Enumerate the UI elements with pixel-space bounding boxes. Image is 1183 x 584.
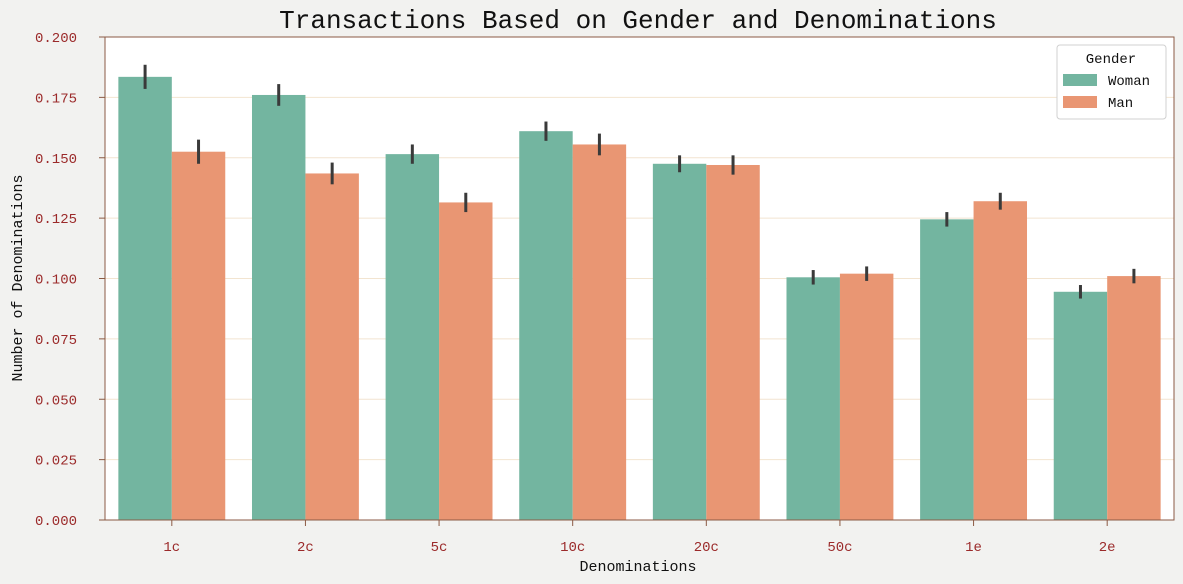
bar-man-5c — [439, 202, 493, 521]
x-tick-label: 1c — [163, 540, 180, 556]
y-tick-label: 0.075 — [35, 333, 77, 349]
bar-man-2c — [305, 173, 359, 520]
x-tick-label: 1e — [965, 540, 982, 556]
error-bars — [143, 64, 1136, 299]
y-tick-label: 0.025 — [35, 454, 77, 470]
legend-swatch-woman — [1063, 74, 1097, 86]
x-tick-label: 2c — [297, 540, 314, 556]
legend-label: Woman — [1108, 74, 1150, 90]
bar-man-50c — [839, 273, 894, 520]
bar-man-20c — [706, 164, 760, 520]
legend-title: Gender — [1086, 52, 1136, 68]
bar-man-2e — [1107, 276, 1161, 520]
bars — [118, 76, 1161, 521]
x-axis: 1c 2c 5c 10c 20c 50c 1e 2e — [163, 520, 1116, 556]
y-tick-label: 0.150 — [35, 152, 77, 168]
y-tick-label: 0.050 — [35, 393, 77, 409]
x-tick-label: 2e — [1099, 540, 1116, 556]
y-tick-label: 0.100 — [35, 273, 77, 289]
y-tick-label: 0.000 — [35, 514, 77, 530]
bar-woman-2e — [1053, 291, 1108, 520]
bar-woman-10c — [519, 131, 573, 520]
x-tick-label: 5c — [431, 540, 448, 556]
y-tick-label: 0.125 — [35, 212, 77, 228]
bar-woman-50c — [786, 277, 840, 520]
chart-title: Transactions Based on Gender and Denomin… — [279, 6, 997, 36]
bar-man-1e — [973, 201, 1028, 520]
bar-man-1c — [171, 151, 226, 520]
bar-man-10c — [572, 144, 627, 520]
y-axis-label: Number of Denominations — [10, 174, 27, 381]
y-axis: 0.000 0.025 0.050 0.075 0.100 0.125 0.150 0.175… — [35, 31, 105, 530]
x-tick-label: 10c — [560, 540, 585, 556]
bar-woman-1e — [920, 219, 974, 520]
y-tick-label: 0.175 — [35, 91, 77, 107]
bar-woman-20c — [652, 163, 707, 520]
y-tick-label: 0.200 — [35, 31, 77, 47]
x-axis-label: Denominations — [579, 559, 696, 576]
x-tick-label: 20c — [694, 540, 719, 556]
bar-woman-1c — [118, 76, 172, 520]
bar-woman-5c — [385, 154, 440, 520]
legend-swatch-man — [1063, 96, 1097, 108]
bar-woman-2c — [251, 94, 306, 521]
legend-label: Man — [1108, 96, 1133, 112]
legend: Gender Woman Man — [1056, 44, 1167, 120]
x-tick-label: 50c — [827, 540, 852, 556]
